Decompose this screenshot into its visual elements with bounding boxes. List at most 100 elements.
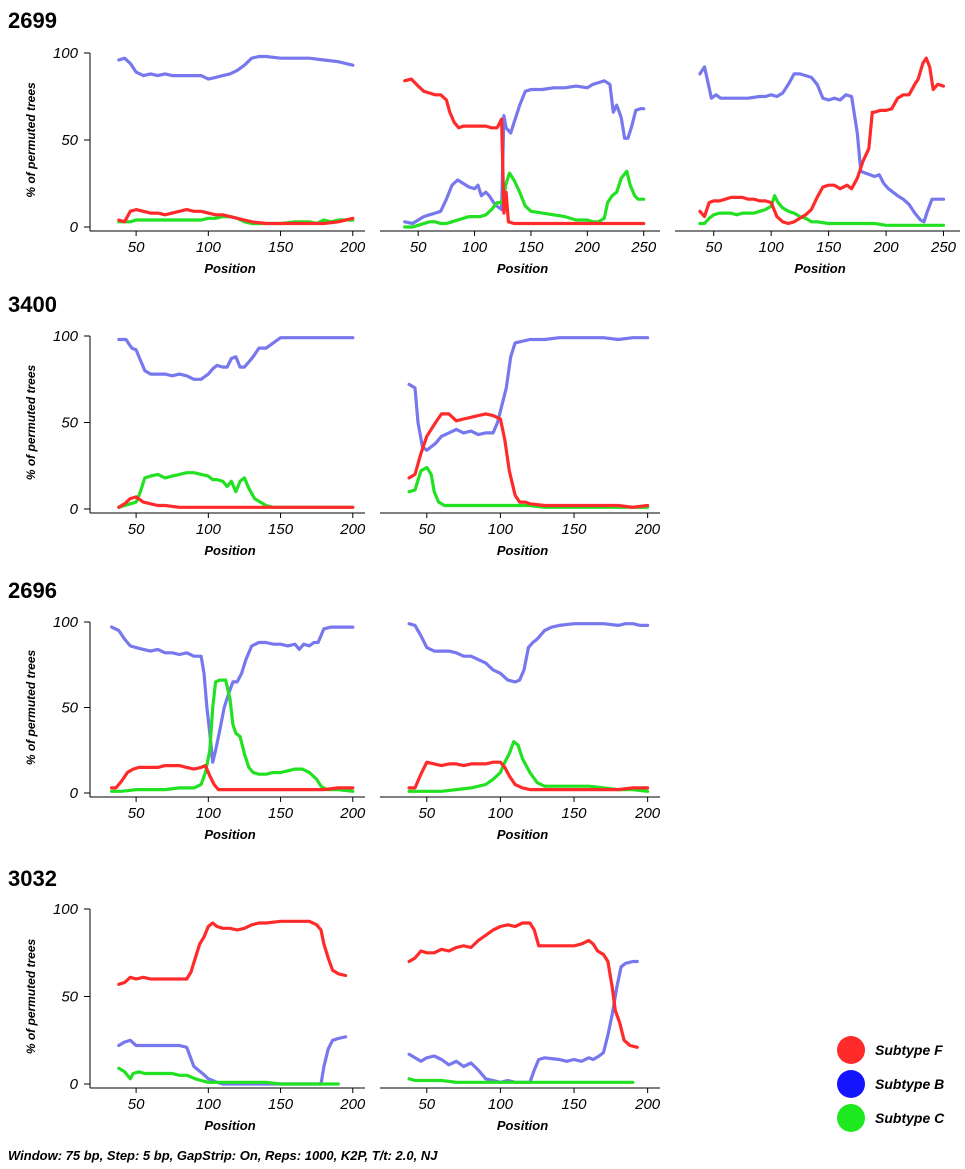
- series-line-subtype-b: [407, 959, 639, 1084]
- group-title: 2699: [8, 8, 57, 33]
- group-title: 3032: [8, 866, 57, 891]
- x-tick-label: 250: [930, 239, 957, 256]
- y-tick-label: 100: [53, 45, 79, 62]
- x-axis-title: Position: [497, 543, 548, 558]
- x-axis-title: Position: [794, 261, 845, 276]
- x-tick-label: 150: [562, 1096, 588, 1113]
- series-line-subtype-c: [117, 471, 355, 509]
- x-tick-label: 200: [873, 239, 900, 256]
- x-tick-label: 200: [339, 239, 366, 256]
- footer-parameters: Window: 75 bp, Step: 5 bp, GapStrip: On,…: [8, 1148, 438, 1163]
- series-line-subtype-f: [403, 77, 646, 226]
- legend-label: Subtype B: [875, 1076, 944, 1092]
- y-axis-title: % of permuted trees: [24, 364, 38, 480]
- y-tick-label: 100: [53, 614, 79, 631]
- y-tick-label: 0: [70, 785, 79, 802]
- x-tick-label: 150: [268, 521, 294, 538]
- series-line-subtype-c: [407, 465, 650, 509]
- chart-panel-8: 3032 0 50 100 % of permuted trees 50 100 150 200…: [8, 866, 366, 1133]
- x-tick-label: 100: [488, 521, 514, 538]
- x-tick-label: 100: [488, 805, 514, 822]
- series-line-subtype-b: [117, 54, 355, 81]
- series-line-subtype-b: [117, 336, 355, 381]
- x-tick-label: 50: [705, 239, 722, 256]
- series-line-subtype-f: [698, 56, 946, 226]
- series-line-subtype-b: [698, 65, 946, 224]
- x-tick-label: 250: [630, 239, 657, 256]
- series-line-subtype-f: [117, 919, 348, 986]
- series-line-subtype-c: [407, 740, 650, 793]
- legend-swatch-subtype-c: [837, 1104, 865, 1132]
- chart-panel-3: 50 100 150 200 250 Position: [675, 56, 960, 276]
- series-line-subtype-f: [110, 764, 355, 792]
- series-line-subtype-c: [403, 169, 646, 229]
- x-tick-label: 150: [562, 521, 588, 538]
- y-axis-title: % of permuted trees: [24, 649, 38, 765]
- x-tick-label: 200: [634, 805, 661, 822]
- series-line-subtype-c: [698, 194, 946, 227]
- x-tick-label: 100: [196, 805, 222, 822]
- y-tick-label: 0: [70, 501, 79, 518]
- y-tick-label: 50: [61, 415, 78, 432]
- x-tick-label: 50: [128, 805, 145, 822]
- legend-swatch-subtype-f: [837, 1036, 865, 1064]
- x-tick-label: 150: [268, 805, 294, 822]
- series-line-subtype-f: [117, 495, 355, 509]
- chart-panel-4: 3400 0 50 100 % of permuted trees 50 100 150 200…: [8, 292, 366, 558]
- chart-panel-9: 50 100 150 200 Position: [380, 921, 661, 1133]
- x-tick-label: 100: [196, 1096, 222, 1113]
- x-tick-label: 150: [518, 239, 544, 256]
- x-tick-label: 50: [128, 239, 145, 256]
- group-title: 2696: [8, 578, 57, 603]
- x-tick-label: 150: [268, 239, 294, 256]
- x-tick-label: 100: [488, 1096, 514, 1113]
- x-tick-label: 50: [418, 1096, 435, 1113]
- y-tick-label: 0: [70, 219, 79, 236]
- x-axis-title: Position: [497, 1118, 548, 1133]
- x-tick-label: 100: [196, 239, 222, 256]
- x-tick-label: 50: [410, 239, 427, 256]
- series-line-subtype-b: [110, 625, 355, 764]
- x-tick-label: 50: [418, 521, 435, 538]
- series-line-subtype-f: [407, 921, 639, 1049]
- chart-panel-7: 50 100 150 200 Position: [380, 622, 661, 842]
- x-tick-label: 200: [339, 805, 366, 822]
- x-tick-label: 200: [634, 1096, 661, 1113]
- series-line-subtype-f: [407, 760, 650, 792]
- y-tick-label: 50: [61, 132, 78, 149]
- chart-panel-5: 50 100 150 200 Position: [380, 336, 661, 558]
- legend-swatch-subtype-b: [837, 1070, 865, 1098]
- x-tick-label: 100: [462, 239, 488, 256]
- x-axis-title: Position: [204, 261, 255, 276]
- x-tick-label: 50: [128, 521, 145, 538]
- series-line-subtype-f: [117, 208, 355, 226]
- legend-label: Subtype F: [875, 1042, 943, 1058]
- series-line-subtype-b: [403, 79, 646, 226]
- series-line-subtype-c: [117, 1066, 340, 1086]
- y-tick-label: 100: [53, 328, 79, 345]
- x-tick-label: 150: [816, 239, 842, 256]
- x-tick-label: 200: [574, 239, 601, 256]
- group-title: 3400: [8, 292, 57, 317]
- x-tick-label: 200: [339, 521, 366, 538]
- chart-panel-1: 2699 0 50 100 % of permuted trees 50 100 150 200…: [8, 8, 366, 276]
- series-line-subtype-b: [117, 1035, 348, 1086]
- x-axis-title: Position: [497, 261, 548, 276]
- chart-panel-2: 50 100 150 200 250 Position: [380, 77, 660, 276]
- x-tick-label: 200: [339, 1096, 366, 1113]
- y-tick-label: 50: [61, 989, 78, 1006]
- y-axis-title: % of permuted trees: [24, 82, 38, 198]
- x-axis-title: Position: [497, 827, 548, 842]
- y-tick-label: 0: [70, 1076, 79, 1093]
- x-tick-label: 100: [759, 239, 785, 256]
- series-line-subtype-b: [407, 622, 650, 684]
- x-tick-label: 50: [418, 805, 435, 822]
- y-axis-title: % of permuted trees: [24, 938, 38, 1054]
- x-tick-label: 150: [562, 805, 588, 822]
- y-tick-label: 100: [53, 901, 79, 918]
- x-tick-label: 150: [268, 1096, 294, 1113]
- chart-panel-6: 2696 0 50 100 % of permuted trees 50 100 150 200…: [8, 578, 366, 842]
- series-line-subtype-b: [407, 336, 650, 452]
- y-tick-label: 50: [61, 700, 78, 717]
